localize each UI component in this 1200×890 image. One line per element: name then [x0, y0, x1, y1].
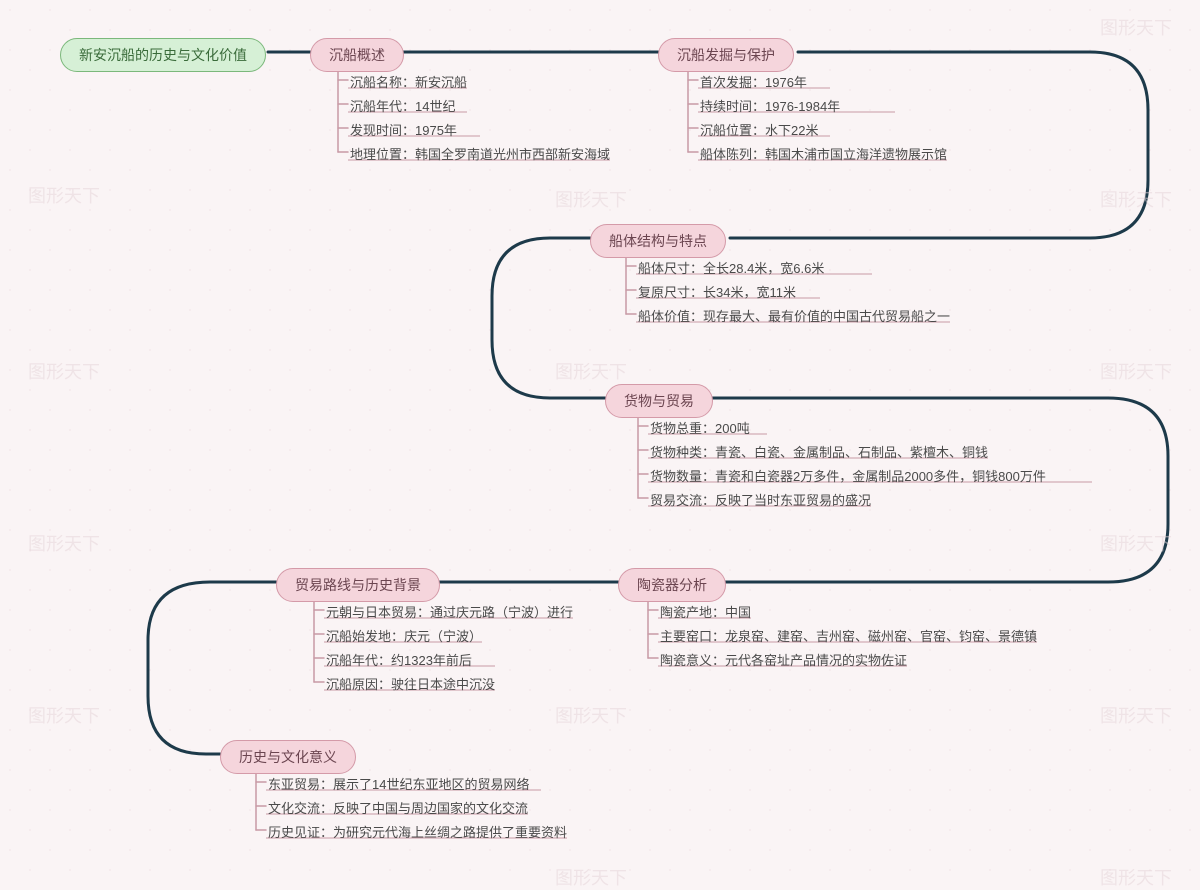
leaf-item: 货物数量：青瓷和白瓷器2万多件，金属制品2000多件，铜钱800万件	[650, 466, 1046, 485]
leaf-item: 沉船名称：新安沉船	[350, 72, 467, 91]
watermark: 图形天下	[1100, 186, 1172, 212]
watermark: 图形天下	[28, 530, 100, 556]
mindmap-canvas: 新安沉船的历史与文化价值 沉船概述沉船名称：新安沉船沉船年代：14世纪发现时间：1…	[0, 0, 1200, 878]
leaf-item: 沉船年代：约1323年前后	[326, 650, 472, 669]
watermark: 图形天下	[28, 182, 100, 208]
watermark: 图形天下	[1100, 14, 1172, 40]
leaf-item: 贸易交流：反映了当时东亚贸易的盛况	[650, 490, 871, 509]
branch-node[interactable]: 船体结构与特点	[590, 224, 726, 258]
leaf-item: 地理位置：韩国全罗南道光州市西部新安海域	[350, 144, 610, 163]
branch-node[interactable]: 沉船发掘与保护	[658, 38, 794, 72]
connector-svg	[0, 0, 1200, 878]
leaf-item: 文化交流：反映了中国与周边国家的文化交流	[268, 798, 528, 817]
branch-node[interactable]: 陶瓷器分析	[618, 568, 726, 602]
leaf-item: 沉船始发地：庆元（宁波）	[326, 626, 482, 645]
branch-node[interactable]: 沉船概述	[310, 38, 404, 72]
leaf-item: 货物总重：200吨	[650, 418, 750, 437]
branch-node[interactable]: 历史与文化意义	[220, 740, 356, 774]
leaf-item: 船体陈列：韩国木浦市国立海洋遗物展示馆	[700, 144, 947, 163]
leaf-item: 船体价值：现存最大、最有价值的中国古代贸易船之一	[638, 306, 950, 325]
watermark: 图形天下	[555, 186, 627, 212]
watermark: 图形天下	[555, 702, 627, 728]
watermark: 图形天下	[1100, 864, 1172, 890]
watermark: 图形天下	[555, 358, 627, 384]
watermark: 图形天下	[1100, 702, 1172, 728]
branch-node[interactable]: 货物与贸易	[605, 384, 713, 418]
root-node[interactable]: 新安沉船的历史与文化价值	[60, 38, 266, 72]
leaf-item: 沉船位置：水下22米	[700, 120, 818, 139]
watermark: 图形天下	[28, 358, 100, 384]
leaf-item: 元朝与日本贸易：通过庆元路（宁波）进行	[326, 602, 573, 621]
leaf-item: 复原尺寸：长34米，宽11米	[638, 282, 796, 301]
branch-node[interactable]: 贸易路线与历史背景	[276, 568, 440, 602]
watermark: 图形天下	[555, 864, 627, 890]
leaf-item: 历史见证：为研究元代海上丝绸之路提供了重要资料	[268, 822, 567, 841]
watermark: 图形天下	[28, 702, 100, 728]
watermark: 图形天下	[1100, 358, 1172, 384]
leaf-item: 发现时间：1975年	[350, 120, 457, 139]
leaf-item: 陶瓷产地：中国	[660, 602, 751, 621]
leaf-item: 首次发掘：1976年	[700, 72, 807, 91]
leaf-item: 持续时间：1976-1984年	[700, 96, 840, 115]
leaf-item: 主要窑口：龙泉窑、建窑、吉州窑、磁州窑、官窑、钧窑、景德镇	[660, 626, 1037, 645]
watermark: 图形天下	[1100, 530, 1172, 556]
leaf-item: 船体尺寸：全长28.4米，宽6.6米	[638, 258, 824, 277]
leaf-item: 沉船原因：驶往日本途中沉没	[326, 674, 495, 693]
leaf-item: 沉船年代：14世纪	[350, 96, 455, 115]
leaf-item: 东亚贸易：展示了14世纪东亚地区的贸易网络	[268, 774, 529, 793]
leaf-item: 陶瓷意义：元代各窑址产品情况的实物佐证	[660, 650, 907, 669]
leaf-item: 货物种类：青瓷、白瓷、金属制品、石制品、紫檀木、铜钱	[650, 442, 988, 461]
